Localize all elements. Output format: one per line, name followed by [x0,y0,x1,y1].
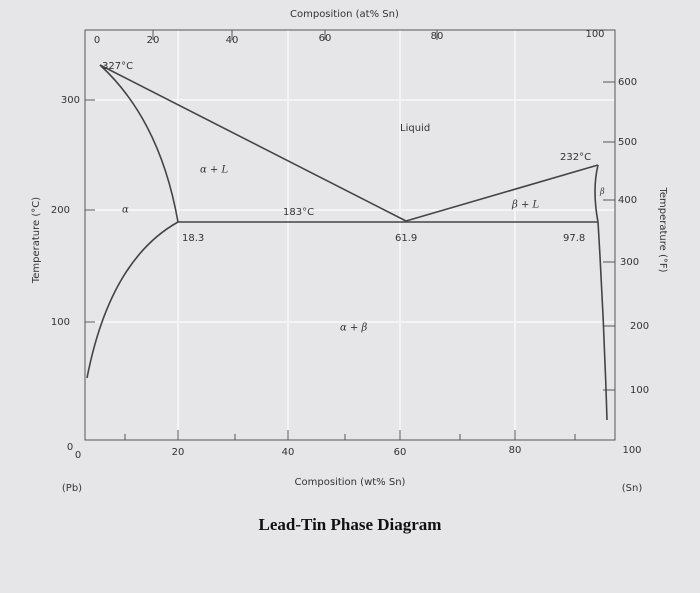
top-tick-label: 80 [431,31,444,42]
right-tick-label: 100 [630,385,649,396]
annotation: 183°C [283,207,314,218]
top-tick-label: 20 [147,35,160,46]
region-label: α + β [340,323,367,334]
right-axis-label: Temperature (°F) [657,186,668,272]
bottom-tick-label: 20 [172,447,185,458]
top-axis-label: Composition (at% Sn) [290,9,399,20]
annotation: 97.8 [563,233,585,244]
solvus-beta [597,221,608,421]
liquidus-right [405,164,599,222]
solvus-alpha [86,221,179,379]
solidus-alpha [99,64,179,223]
bottom-tick-label: 100 [622,445,641,456]
right-tick-label: 300 [620,257,639,268]
plot-frame [84,29,616,441]
bottom-tick-label: 60 [394,447,407,458]
labels: Composition (at% Sn) 0 20 40 60 80 100 0… [31,9,668,534]
phase-boundaries [86,64,608,421]
pb-label: (Pb) [62,483,82,494]
region-label: β [599,187,605,196]
bottom-tick-label: 80 [509,445,522,456]
right-tick-label: 400 [618,195,637,206]
bottom-tick-label: 0 [75,450,81,461]
bottom-axis-label: Composition (wt% Sn) [295,477,406,488]
annotation: 61.9 [395,233,417,244]
annotation: 327°C [102,61,133,72]
liquidus-left [99,64,407,222]
grid [85,30,615,440]
region-label: Liquid [400,123,430,134]
annotation: 232°C [560,152,591,163]
right-tick-label: 500 [618,137,637,148]
annotation: 18.3 [182,233,204,244]
ticks [85,30,615,440]
region-label: α + L [200,165,228,176]
top-tick-label: 40 [226,35,239,46]
top-tick-label: 60 [319,33,332,44]
title: Lead-Tin Phase Diagram [259,515,442,534]
region-label: α [122,205,129,216]
sn-label: (Sn) [622,483,643,494]
top-tick-label: 0 [94,35,100,46]
right-tick-label: 200 [630,321,649,332]
bottom-tick-label: 40 [282,447,295,458]
top-tick-label: 100 [585,29,604,40]
region-label: β + L [511,200,540,211]
left-tick-label: 300 [61,95,80,106]
solidus-beta [594,164,599,223]
left-axis-label: Temperature (°C) [31,197,42,284]
right-tick-label: 600 [618,77,637,88]
left-tick-label: 200 [51,205,70,216]
left-tick-label: 100 [51,317,70,328]
left-tick-label: 0 [67,442,73,453]
